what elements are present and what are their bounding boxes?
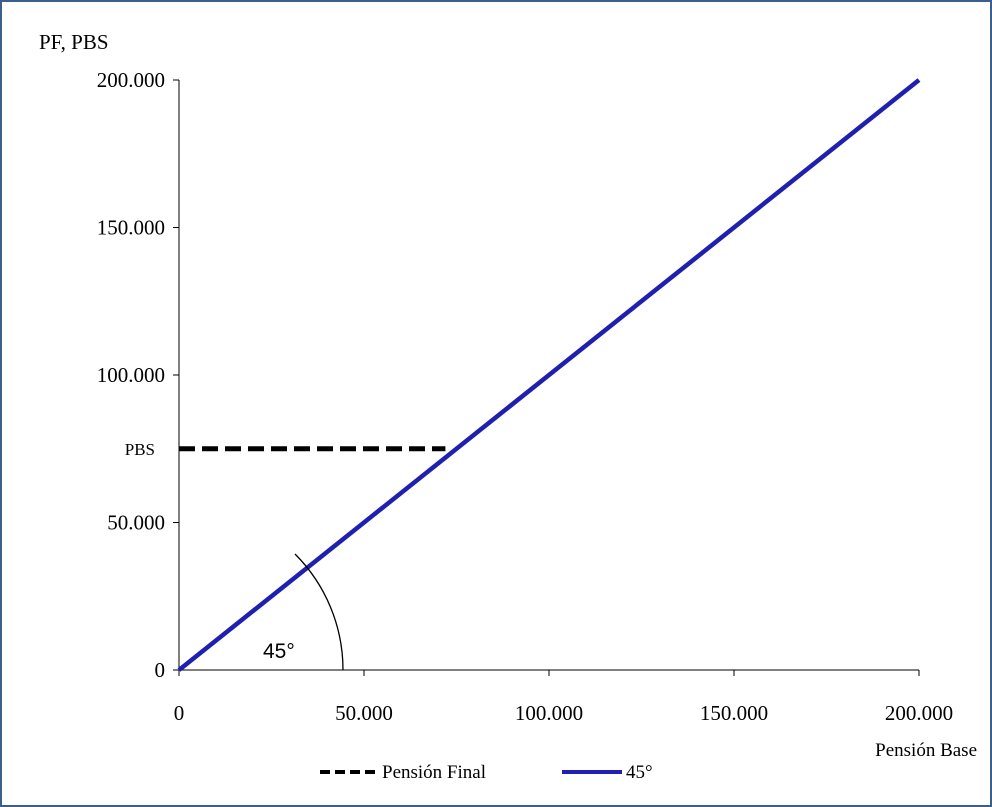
y-tick-label: 150.000: [97, 216, 165, 240]
x-tick-label: 0: [174, 701, 185, 725]
chart-marks: [177, 78, 921, 672]
legend-label-pension-final: Pensión Final: [382, 762, 486, 783]
legend: Pensión Final 45°: [320, 762, 653, 783]
x-tick-label: 150.000: [700, 701, 768, 725]
y-tick-label: 50.000: [107, 511, 165, 535]
x-tick-label: 50.000: [335, 701, 393, 725]
chart-labels: 0 50.000 100.000 150.000 200.000 0 50.000 100.0…: [39, 30, 977, 761]
legend-label-45: 45°: [626, 762, 653, 783]
diagonal-45-series-line: [177, 78, 921, 672]
x-tick-label: 100.000: [515, 701, 583, 725]
angle-arc-45: [294, 553, 344, 671]
y-axis-title: PF, PBS: [39, 30, 109, 54]
angle-45-label: 45°: [263, 640, 295, 663]
y-tick-label: 100.000: [97, 363, 165, 387]
y-tick-label: 200.000: [97, 68, 165, 92]
x-axis-title: Pensión Base: [875, 740, 977, 761]
x-tick-label: 200.000: [885, 701, 953, 725]
axes: [173, 79, 920, 676]
y-tick-label: 0: [155, 658, 166, 682]
pbs-reference-label: PBS: [125, 440, 155, 459]
